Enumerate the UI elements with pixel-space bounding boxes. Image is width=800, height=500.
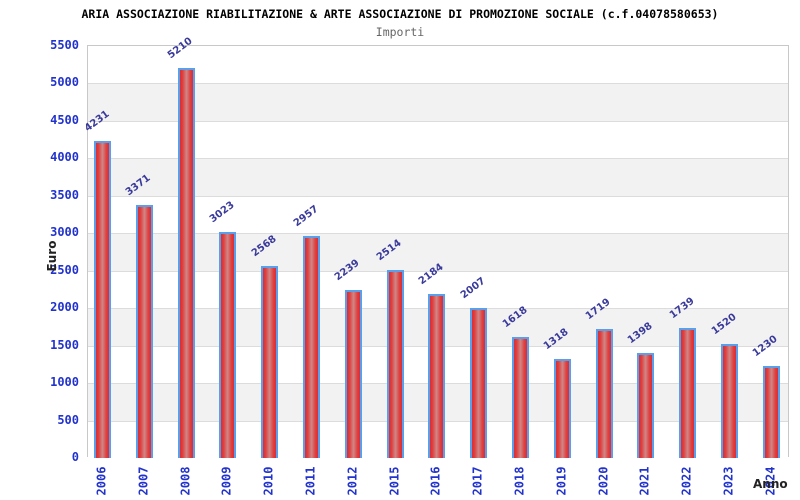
background-band bbox=[88, 233, 788, 271]
y-tick-label: 500 bbox=[57, 412, 79, 427]
bar-2007 bbox=[135, 205, 153, 458]
y-tick-label: 4500 bbox=[50, 112, 79, 127]
bar-2024 bbox=[762, 365, 780, 458]
gridline bbox=[88, 270, 788, 272]
background-band bbox=[88, 120, 788, 159]
x-tick-label: 2018 bbox=[512, 466, 527, 496]
bar-2022 bbox=[679, 327, 697, 458]
gridline bbox=[88, 233, 788, 235]
bar-2018 bbox=[512, 336, 529, 458]
background-band bbox=[88, 83, 788, 121]
x-tick-label: 2017 bbox=[470, 466, 485, 496]
background-band bbox=[88, 195, 788, 234]
bar-2017 bbox=[470, 307, 488, 458]
gridline bbox=[88, 83, 788, 85]
gridline bbox=[88, 195, 788, 197]
x-axis-title: Anno bbox=[753, 477, 788, 491]
y-tick-label: 2500 bbox=[50, 262, 79, 277]
plot-area: 4231 3371 5210 3023 2568 2957 2239 2514 2184 2007… bbox=[82, 35, 789, 458]
x-tick-label: 2022 bbox=[679, 466, 694, 496]
background-band bbox=[88, 46, 788, 84]
x-tick-label: 2008 bbox=[178, 466, 193, 496]
bar-2023 bbox=[721, 344, 738, 458]
y-tick-label: 1000 bbox=[50, 375, 79, 390]
bar-2006 bbox=[94, 141, 111, 458]
gridline bbox=[88, 158, 788, 160]
x-tick-label: 2021 bbox=[637, 466, 652, 496]
y-tick-label: 3500 bbox=[50, 187, 79, 202]
x-tick-label: 2015 bbox=[387, 466, 402, 496]
bar-2011 bbox=[303, 236, 320, 458]
bar-2021 bbox=[637, 353, 655, 458]
x-tick-label: 2009 bbox=[219, 466, 234, 496]
y-tick-label: 3000 bbox=[50, 225, 79, 240]
background-band bbox=[88, 158, 788, 196]
x-tick-label: 2011 bbox=[303, 466, 318, 496]
x-tick-label: 2019 bbox=[554, 466, 569, 496]
y-tick-label: 1500 bbox=[50, 337, 79, 352]
bar-2012 bbox=[344, 290, 362, 458]
bar-2020 bbox=[595, 329, 613, 458]
bar-2010 bbox=[261, 265, 279, 458]
x-tick-label: 2010 bbox=[261, 466, 276, 496]
x-tick-label: 2023 bbox=[721, 466, 736, 496]
bar-2015 bbox=[386, 269, 404, 458]
x-tick-label: 2012 bbox=[345, 466, 360, 496]
x-tick-label: 2020 bbox=[596, 466, 611, 496]
y-tick-label: 0 bbox=[71, 450, 79, 464]
gridline bbox=[88, 120, 788, 122]
y-tick-label: 4000 bbox=[50, 150, 79, 165]
chart-title: ARIA ASSOCIAZIONE RIABILITAZIONE & ARTE … bbox=[81, 7, 719, 21]
y-tick-label: 5500 bbox=[50, 38, 79, 52]
y-axis-title: Euro bbox=[45, 240, 59, 272]
bar-2019 bbox=[553, 359, 571, 458]
bar-2016 bbox=[428, 294, 446, 458]
bar-2008 bbox=[177, 67, 195, 458]
chart-subtitle: Importi bbox=[375, 25, 425, 39]
x-tick-label: 2006 bbox=[94, 466, 109, 496]
y-tick-label: 2000 bbox=[50, 300, 79, 315]
x-tick-label: 2007 bbox=[136, 466, 151, 496]
x-tick-label: 2016 bbox=[428, 466, 443, 496]
y-tick-label: 5000 bbox=[50, 75, 79, 90]
bar-2009 bbox=[219, 231, 237, 458]
